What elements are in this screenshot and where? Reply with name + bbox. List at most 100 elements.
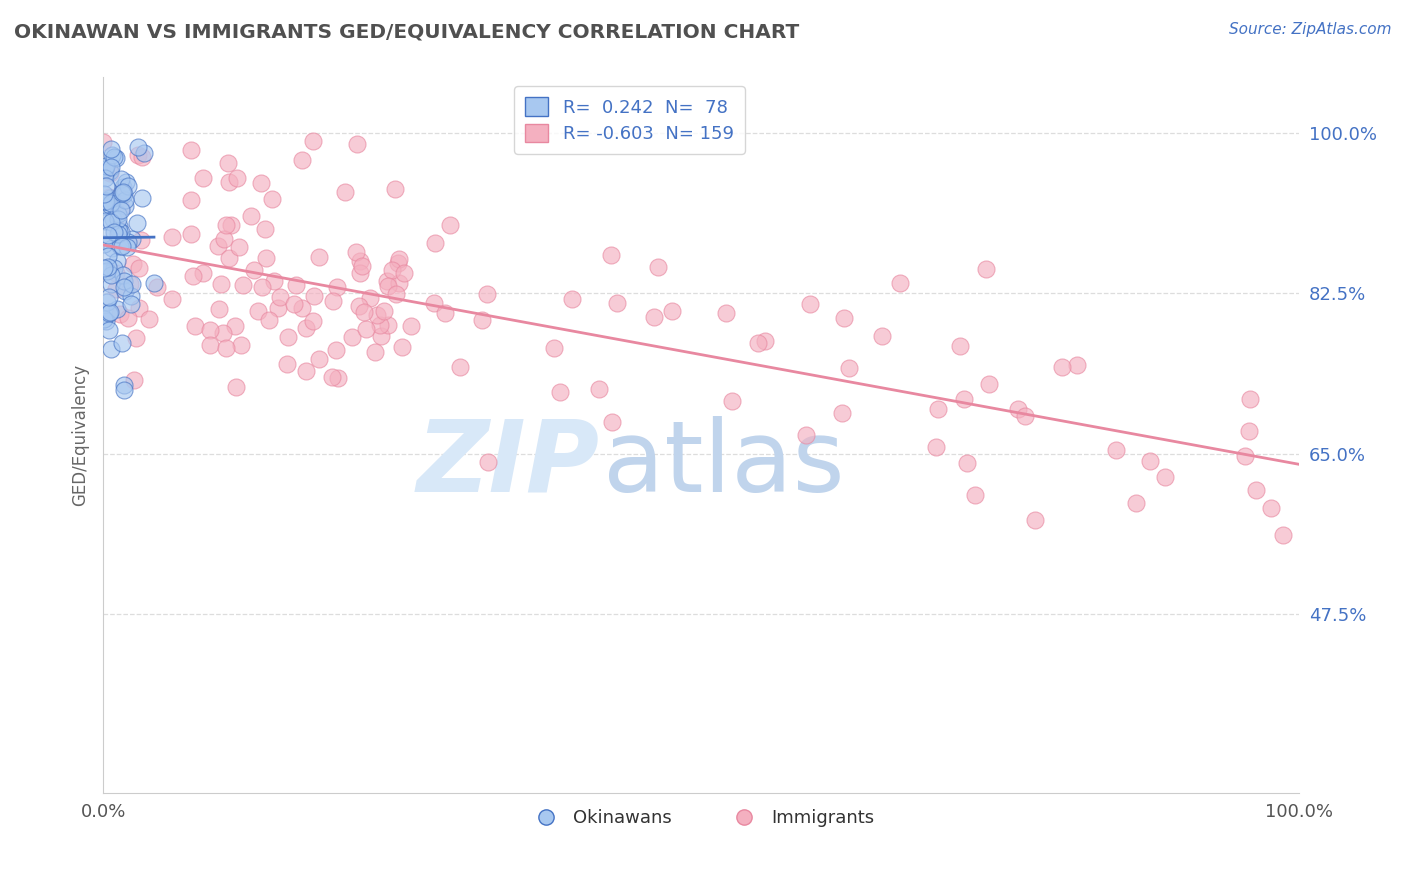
Point <box>111 186 134 200</box>
Point <box>228 240 250 254</box>
Point <box>250 176 273 190</box>
Point <box>98 323 121 337</box>
Point <box>889 276 911 290</box>
Point <box>423 235 446 250</box>
Point <box>543 341 565 355</box>
Point <box>108 239 131 253</box>
Point <box>308 250 330 264</box>
Point <box>112 383 135 397</box>
Point <box>127 139 149 153</box>
Point <box>94 213 117 227</box>
Point <box>1239 392 1261 406</box>
Point <box>131 150 153 164</box>
Point <box>96 249 118 263</box>
Point <box>105 151 128 165</box>
Point <box>183 319 205 334</box>
Point <box>322 293 344 308</box>
Point <box>1237 424 1260 438</box>
Point <box>224 319 246 334</box>
Point <box>112 280 135 294</box>
Point <box>924 440 946 454</box>
Point <box>100 277 122 291</box>
Point <box>799 296 821 310</box>
Point <box>599 248 621 262</box>
Point <box>326 280 349 294</box>
Point <box>217 156 239 170</box>
Point <box>1139 454 1161 468</box>
Point <box>98 166 121 180</box>
Point <box>121 277 143 291</box>
Point <box>384 182 406 196</box>
Point <box>276 358 298 372</box>
Point <box>105 253 128 268</box>
Point <box>125 331 148 345</box>
Point <box>93 199 115 213</box>
Point <box>111 180 134 194</box>
Point <box>100 268 122 282</box>
Point <box>349 266 371 280</box>
Point <box>215 218 238 232</box>
Point <box>352 259 374 273</box>
Point <box>325 343 347 357</box>
Point <box>277 330 299 344</box>
Point <box>377 278 399 293</box>
Point <box>97 260 120 275</box>
Point <box>283 297 305 311</box>
Point <box>794 427 817 442</box>
Point <box>143 277 166 291</box>
Point <box>107 212 129 227</box>
Point <box>111 336 134 351</box>
Point <box>927 402 949 417</box>
Point <box>120 297 142 311</box>
Point <box>96 264 118 278</box>
Point <box>146 279 169 293</box>
Point <box>101 194 124 209</box>
Point <box>115 240 138 254</box>
Point <box>93 312 115 326</box>
Point <box>381 263 404 277</box>
Point <box>254 222 277 236</box>
Point <box>120 288 142 302</box>
Point <box>349 253 371 268</box>
Y-axis label: GED/Equivalency: GED/Equivalency <box>72 364 89 507</box>
Point <box>122 257 145 271</box>
Point <box>218 175 240 189</box>
Point <box>103 260 125 275</box>
Point <box>114 193 136 207</box>
Point <box>191 171 214 186</box>
Point <box>103 212 125 227</box>
Point <box>231 338 253 352</box>
Point <box>588 382 610 396</box>
Point <box>97 290 120 304</box>
Point <box>450 360 472 375</box>
Point <box>321 370 343 384</box>
Point <box>1125 496 1147 510</box>
Point <box>838 360 860 375</box>
Point <box>550 384 572 399</box>
Point <box>247 303 270 318</box>
Point <box>107 227 129 241</box>
Point <box>747 335 769 350</box>
Point <box>388 276 411 290</box>
Point <box>347 299 370 313</box>
Point <box>98 198 121 212</box>
Point <box>1154 470 1177 484</box>
Point <box>834 310 856 325</box>
Point <box>477 455 499 469</box>
Point <box>212 326 235 340</box>
Point <box>138 312 160 326</box>
Point <box>112 378 135 392</box>
Point <box>100 214 122 228</box>
Point <box>949 339 972 353</box>
Point <box>97 189 120 203</box>
Point <box>117 179 139 194</box>
Point <box>240 209 263 223</box>
Point <box>107 222 129 236</box>
Point <box>98 191 121 205</box>
Text: Source: ZipAtlas.com: Source: ZipAtlas.com <box>1229 22 1392 37</box>
Point <box>100 342 122 356</box>
Point <box>104 266 127 280</box>
Point <box>219 218 242 232</box>
Point <box>387 256 409 270</box>
Legend: Okinawans, Immigrants: Okinawans, Immigrants <box>520 802 882 834</box>
